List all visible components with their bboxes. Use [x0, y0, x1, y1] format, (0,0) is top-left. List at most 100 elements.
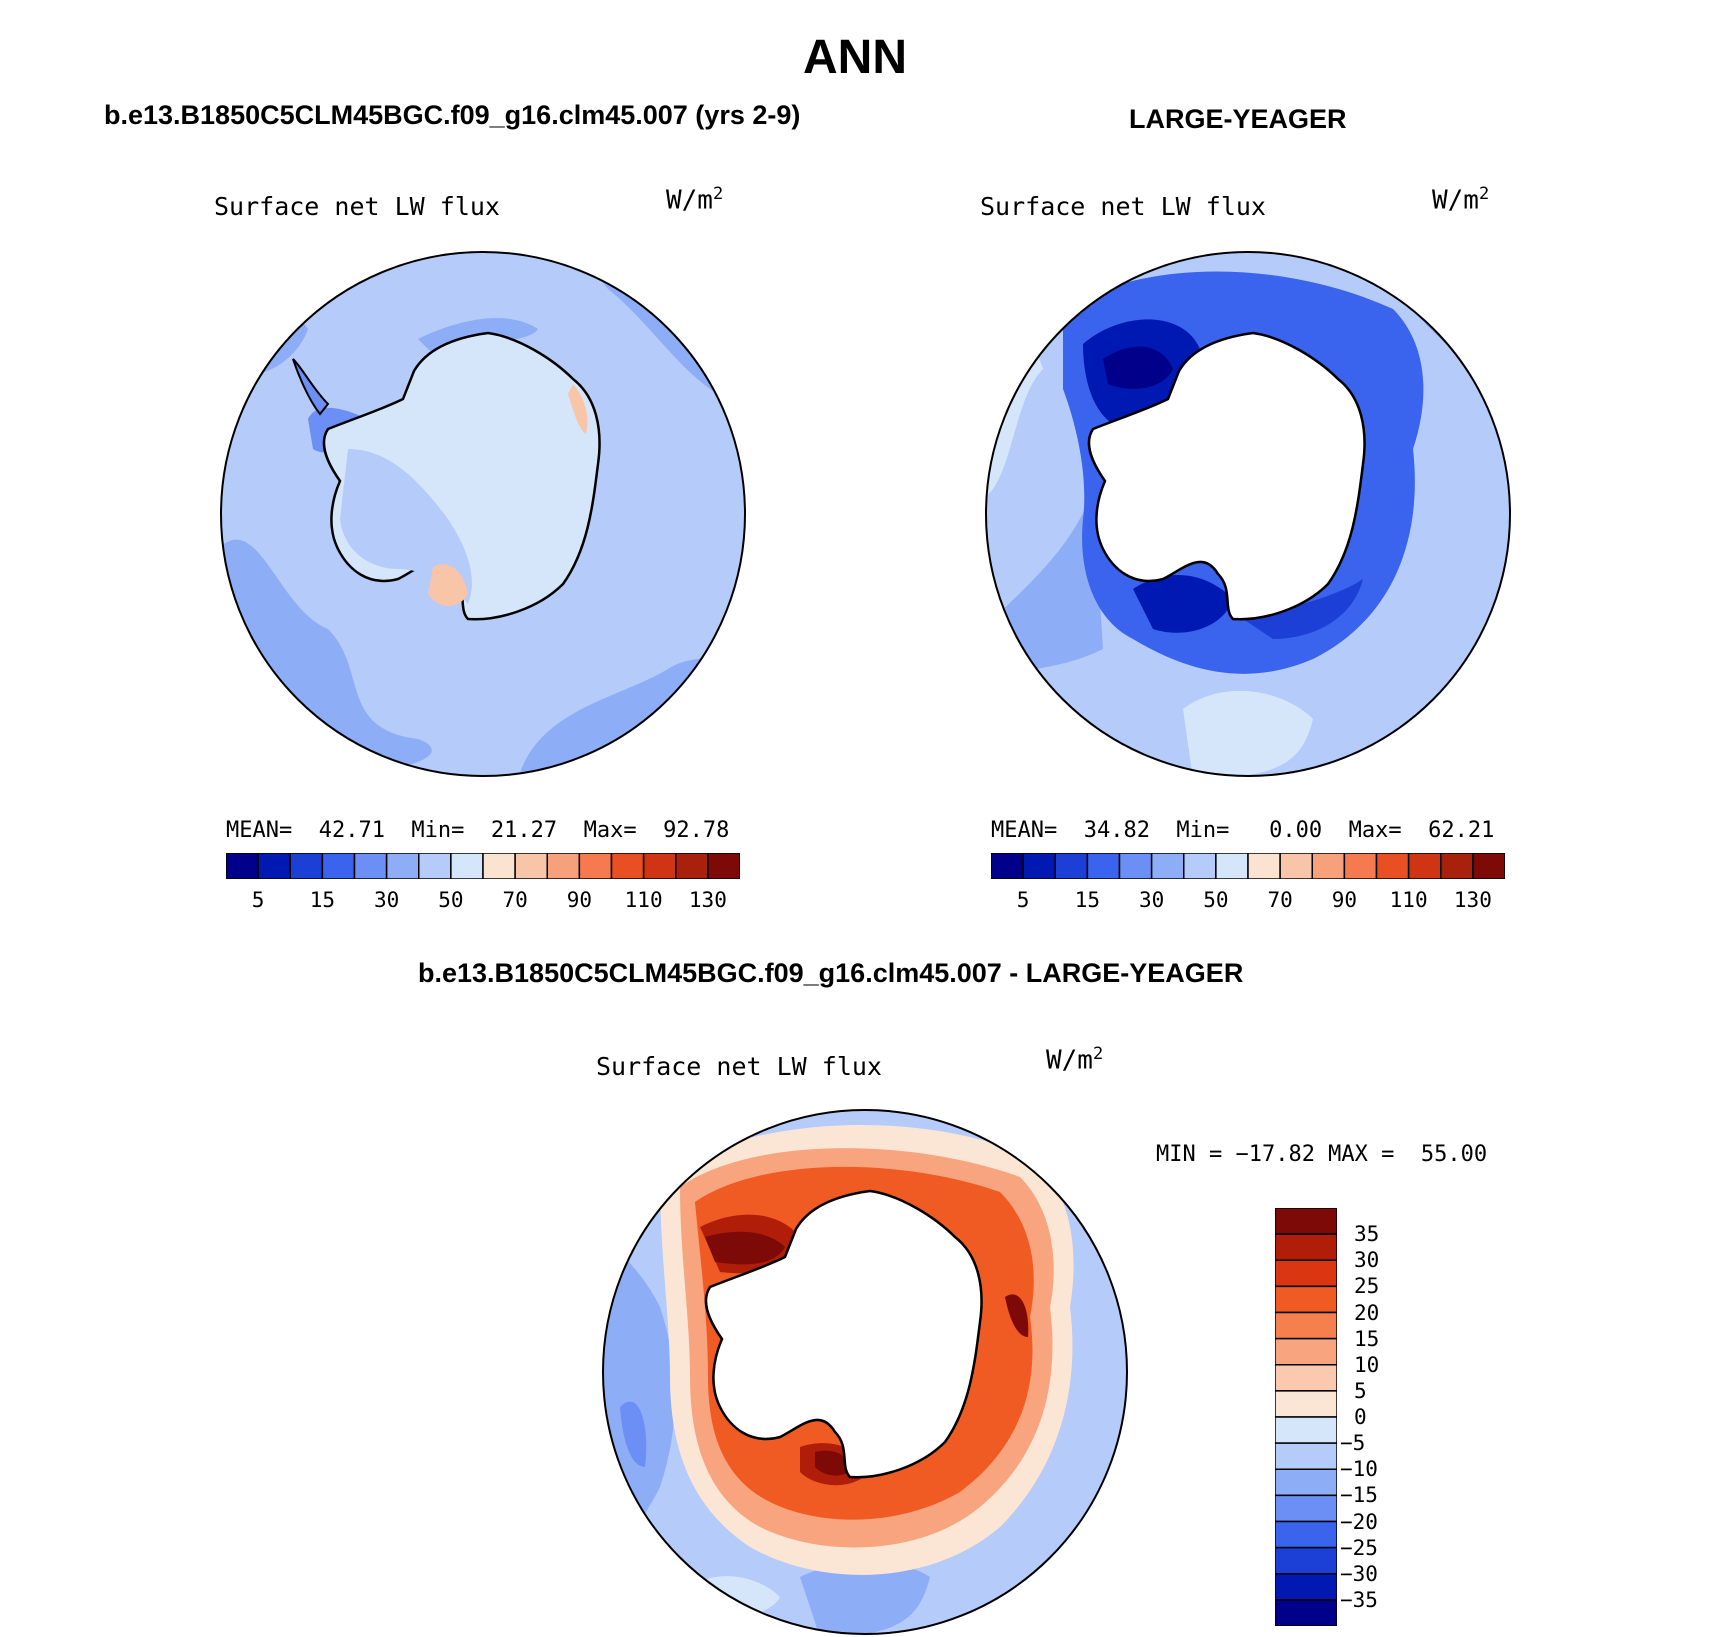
colorbar-swatch [1275, 1546, 1337, 1575]
right-polar-map [985, 251, 1511, 777]
colorbar-swatch [1275, 1599, 1337, 1626]
colorbar-swatch [1275, 1442, 1337, 1470]
colorbar-swatch [1275, 1364, 1337, 1392]
colorbar-swatch [1275, 1337, 1337, 1366]
colorbar-tick-label: −15 [1340, 1483, 1378, 1508]
colorbar-swatch [321, 853, 356, 879]
diff-polar-map [602, 1109, 1128, 1635]
colorbar-swatch [1247, 853, 1281, 879]
colorbar-tick-label: 90 [566, 888, 593, 912]
colorbar-swatch [1183, 853, 1217, 879]
colorbar-swatch [1022, 853, 1056, 879]
colorbar-tick-label: −10 [1340, 1457, 1378, 1482]
colorbar-tick-label: 30 [1138, 888, 1165, 912]
colorbar-swatch [226, 853, 259, 879]
diff-units: W/m2 [1046, 1044, 1104, 1076]
left-colorbar-ticks: 5 15 30 50 70 90 110 130 [226, 888, 740, 914]
left-stats: MEAN= 42.71 Min= 21.27 Max= 92.78 [226, 818, 730, 843]
colorbar-swatch [1054, 853, 1089, 879]
diff-colorbar [1275, 1208, 1337, 1626]
colorbar-tick-label: 50 [1203, 888, 1229, 912]
colorbar-tick-label: 110 [1389, 888, 1428, 912]
colorbar-tick-label: −35 [1340, 1587, 1378, 1612]
colorbar-swatch [1275, 1233, 1337, 1261]
colorbar-swatch [1275, 1494, 1337, 1523]
colorbar-swatch [642, 853, 677, 879]
colorbar-tick-label: 70 [1267, 888, 1293, 912]
colorbar-swatch [1275, 1416, 1337, 1444]
colorbar-tick-label: 30 [1354, 1248, 1380, 1273]
colorbar-swatch [610, 853, 645, 879]
colorbar-swatch [1215, 853, 1249, 879]
colorbar-swatch [1343, 853, 1378, 879]
colorbar-tick-label: 20 [1354, 1300, 1380, 1325]
colorbar-swatch [1275, 1468, 1337, 1497]
diff-stats: MIN = −17.82 MAX = 55.00 [1156, 1142, 1488, 1167]
diff-panel-subtitle: b.e13.B1850C5CLM45BGC.f09_g16.clm45.007 … [418, 958, 1244, 988]
colorbar-swatch [1275, 1285, 1337, 1314]
right-plot-label: Surface net LW flux [980, 192, 1266, 221]
colorbar-tick-label: 5 [1016, 888, 1030, 912]
colorbar-tick-label: −30 [1340, 1561, 1378, 1586]
colorbar-swatch [482, 853, 516, 879]
diff-plot-label: Surface net LW flux [596, 1052, 882, 1081]
colorbar-swatch [385, 853, 420, 879]
colorbar-tick-label: 15 [1074, 888, 1101, 912]
left-plot-label: Surface net LW flux [214, 192, 500, 221]
colorbar-swatch [1472, 853, 1505, 879]
left-panel-subtitle: b.e13.B1850C5CLM45BGC.f09_g16.clm45.007 … [104, 100, 801, 130]
left-colorbar [226, 853, 740, 879]
right-panel-subtitle: LARGE-YEAGER [1129, 104, 1347, 134]
colorbar-swatch [675, 853, 709, 879]
colorbar-tick-label: 30 [373, 888, 400, 912]
colorbar-swatch [1275, 1573, 1337, 1601]
colorbar-tick-label: 25 [1354, 1274, 1380, 1299]
colorbar-swatch [450, 853, 484, 879]
colorbar-swatch [353, 853, 388, 879]
colorbar-swatch [514, 853, 548, 879]
right-colorbar [991, 853, 1505, 879]
colorbar-swatch [1275, 1311, 1337, 1340]
colorbar-swatch [1311, 853, 1346, 879]
colorbar-swatch [257, 853, 291, 879]
colorbar-swatch [418, 853, 452, 879]
colorbar-swatch [1118, 853, 1153, 879]
colorbar-tick-label: 15 [309, 888, 336, 912]
right-stats: MEAN= 34.82 Min= 0.00 Max= 62.21 [991, 818, 1495, 843]
colorbar-tick-label: 50 [438, 888, 464, 912]
colorbar-swatch [1275, 1259, 1337, 1288]
colorbar-swatch [1375, 853, 1410, 879]
colorbar-tick-label: 10 [1354, 1352, 1380, 1377]
colorbar-swatch [1275, 1390, 1337, 1418]
colorbar-tick-label: 5 [251, 888, 265, 912]
colorbar-tick-label: 130 [1453, 888, 1492, 912]
diff-colorbar-labels: 35 30 25 20 15 10 5 0 −5 −10 −15 −20 −25 −30 −35 [1340, 1208, 1410, 1626]
colorbar-tick-label: 0 [1354, 1405, 1367, 1429]
colorbar-tick-label: 130 [688, 888, 727, 912]
colorbar-tick-label: −25 [1340, 1535, 1378, 1560]
colorbar-swatch [578, 853, 613, 879]
figure-title: ANN [803, 31, 907, 84]
colorbar-tick-label: 15 [1354, 1326, 1380, 1351]
colorbar-swatch [289, 853, 324, 879]
colorbar-swatch [546, 853, 581, 879]
colorbar-swatch [1407, 853, 1442, 879]
colorbar-swatch [1275, 1208, 1337, 1235]
colorbar-tick-label: 5 [1354, 1378, 1367, 1403]
left-polar-map [220, 251, 746, 777]
colorbar-tick-label: 90 [1331, 888, 1358, 912]
colorbar-swatch [991, 853, 1024, 879]
right-units: W/m2 [1432, 184, 1490, 216]
colorbar-swatch [1086, 853, 1121, 879]
colorbar-tick-label: 70 [502, 888, 528, 912]
colorbar-tick-label: −5 [1340, 1431, 1366, 1456]
right-colorbar-ticks: 5 15 30 50 70 90 110 130 [991, 888, 1505, 914]
colorbar-tick-label: −20 [1340, 1509, 1378, 1534]
colorbar-swatch [1150, 853, 1185, 879]
colorbar-tick-label: 110 [624, 888, 663, 912]
colorbar-swatch [1279, 853, 1313, 879]
colorbar-swatch [1275, 1520, 1337, 1549]
colorbar-swatch [1440, 853, 1474, 879]
colorbar-tick-label: 35 [1354, 1222, 1380, 1247]
colorbar-swatch [707, 853, 740, 879]
